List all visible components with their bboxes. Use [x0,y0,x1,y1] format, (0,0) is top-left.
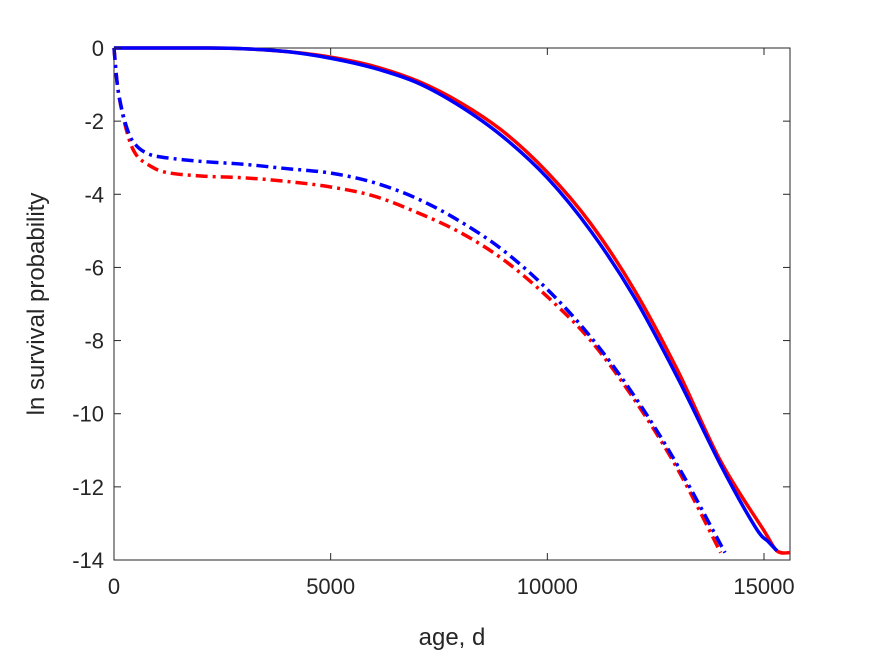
y-tick-label: 0 [92,36,104,61]
x-axis-label: age, d [419,624,486,651]
axes-layer: 0 5000 10000 15000 0 -2 -4 -6 -8 -10 -12 -14 [72,36,794,599]
y-tick-label: -12 [72,475,104,500]
series-line-3-red-dashdot [112,47,723,554]
x-tick-label: 15000 [733,574,794,599]
x-tick-label: 10000 [517,574,578,599]
y-tick-label: -14 [72,548,104,573]
y-tick-label: -8 [84,329,104,354]
y-tick-label: -10 [72,402,104,427]
series-layer [112,46,791,555]
x-tick-label: 0 [108,574,120,599]
y-tick-label: -2 [84,109,104,134]
series-line-4-blue-dashdot [112,47,727,554]
series-line-2-blue-solid [113,46,779,553]
y-axis-label: ln survival probability [23,193,50,416]
x-tick-label: 5000 [306,574,355,599]
plot-area [113,47,791,561]
y-tick-label: -6 [84,255,104,280]
y-tick-label: -4 [84,182,104,207]
